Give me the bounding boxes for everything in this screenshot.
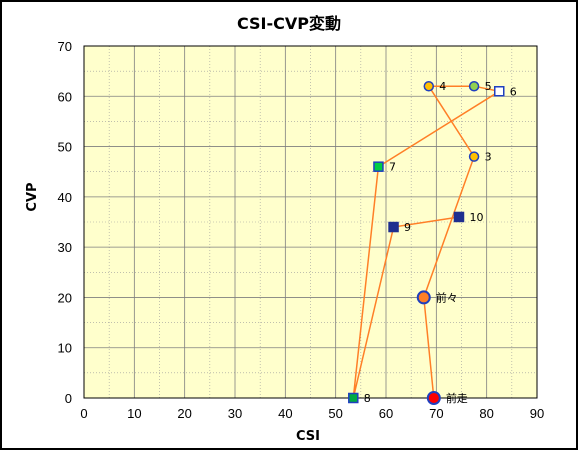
series-line bbox=[352, 85, 502, 399]
y-tick-label: 70 bbox=[58, 39, 72, 54]
x-tick-label: 60 bbox=[379, 406, 393, 421]
data-point-circle bbox=[423, 80, 435, 92]
connecting-line bbox=[352, 85, 502, 399]
x-axis-label: CSI bbox=[296, 429, 320, 444]
x-tick-label: 0 bbox=[80, 406, 87, 421]
data-markers: 前走 前々 3 4 5 6 7 8 9 10 bbox=[348, 80, 517, 405]
y-tick-label: 30 bbox=[58, 240, 72, 255]
x-tick-label: 20 bbox=[177, 406, 191, 421]
data-point-square bbox=[494, 86, 505, 97]
data-point-circle bbox=[416, 290, 431, 305]
data-point-circle bbox=[468, 80, 480, 92]
data-point-label: 8 bbox=[364, 392, 371, 405]
plot-border bbox=[83, 45, 538, 399]
chart-title: CSI-CVP変動 bbox=[237, 14, 341, 33]
data-point-label: 前走 bbox=[446, 391, 468, 405]
x-tick-label: 90 bbox=[530, 406, 544, 421]
data-point-square bbox=[388, 221, 399, 233]
x-tick-label: 50 bbox=[328, 406, 342, 421]
data-point-label: 7 bbox=[389, 161, 396, 174]
y-tick-label: 40 bbox=[58, 190, 72, 205]
data-point-label: 9 bbox=[404, 221, 411, 234]
y-tick-label: 50 bbox=[58, 140, 72, 155]
data-point-square bbox=[348, 392, 359, 404]
y-axis-label: CVP bbox=[25, 182, 40, 211]
data-point-square bbox=[373, 161, 384, 172]
y-tick-label: 60 bbox=[58, 89, 72, 104]
data-point-square bbox=[453, 211, 465, 223]
data-point-circle bbox=[468, 151, 480, 162]
x-tick-label: 70 bbox=[429, 406, 443, 421]
axis-ticks: 0 10 20 30 40 50 60 70 80 90 0 10 20 30 40 50 60 70 bbox=[58, 39, 545, 421]
x-tick-label: 40 bbox=[278, 406, 292, 421]
y-tick-label: 0 bbox=[65, 391, 72, 406]
data-point-label: 3 bbox=[485, 151, 492, 164]
y-tick-label: 10 bbox=[58, 341, 72, 356]
y-tick-label: 20 bbox=[58, 290, 72, 305]
data-point-label: 4 bbox=[439, 80, 446, 93]
data-point-label: 前々 bbox=[436, 290, 458, 304]
x-tick-label: 30 bbox=[228, 406, 242, 421]
x-tick-label: 10 bbox=[127, 406, 141, 421]
data-point-label: 5 bbox=[485, 80, 492, 93]
data-point-circle bbox=[426, 391, 441, 405]
data-point-label: 6 bbox=[510, 85, 517, 98]
data-point-label: 10 bbox=[469, 211, 483, 224]
x-tick-label: 80 bbox=[479, 406, 493, 421]
